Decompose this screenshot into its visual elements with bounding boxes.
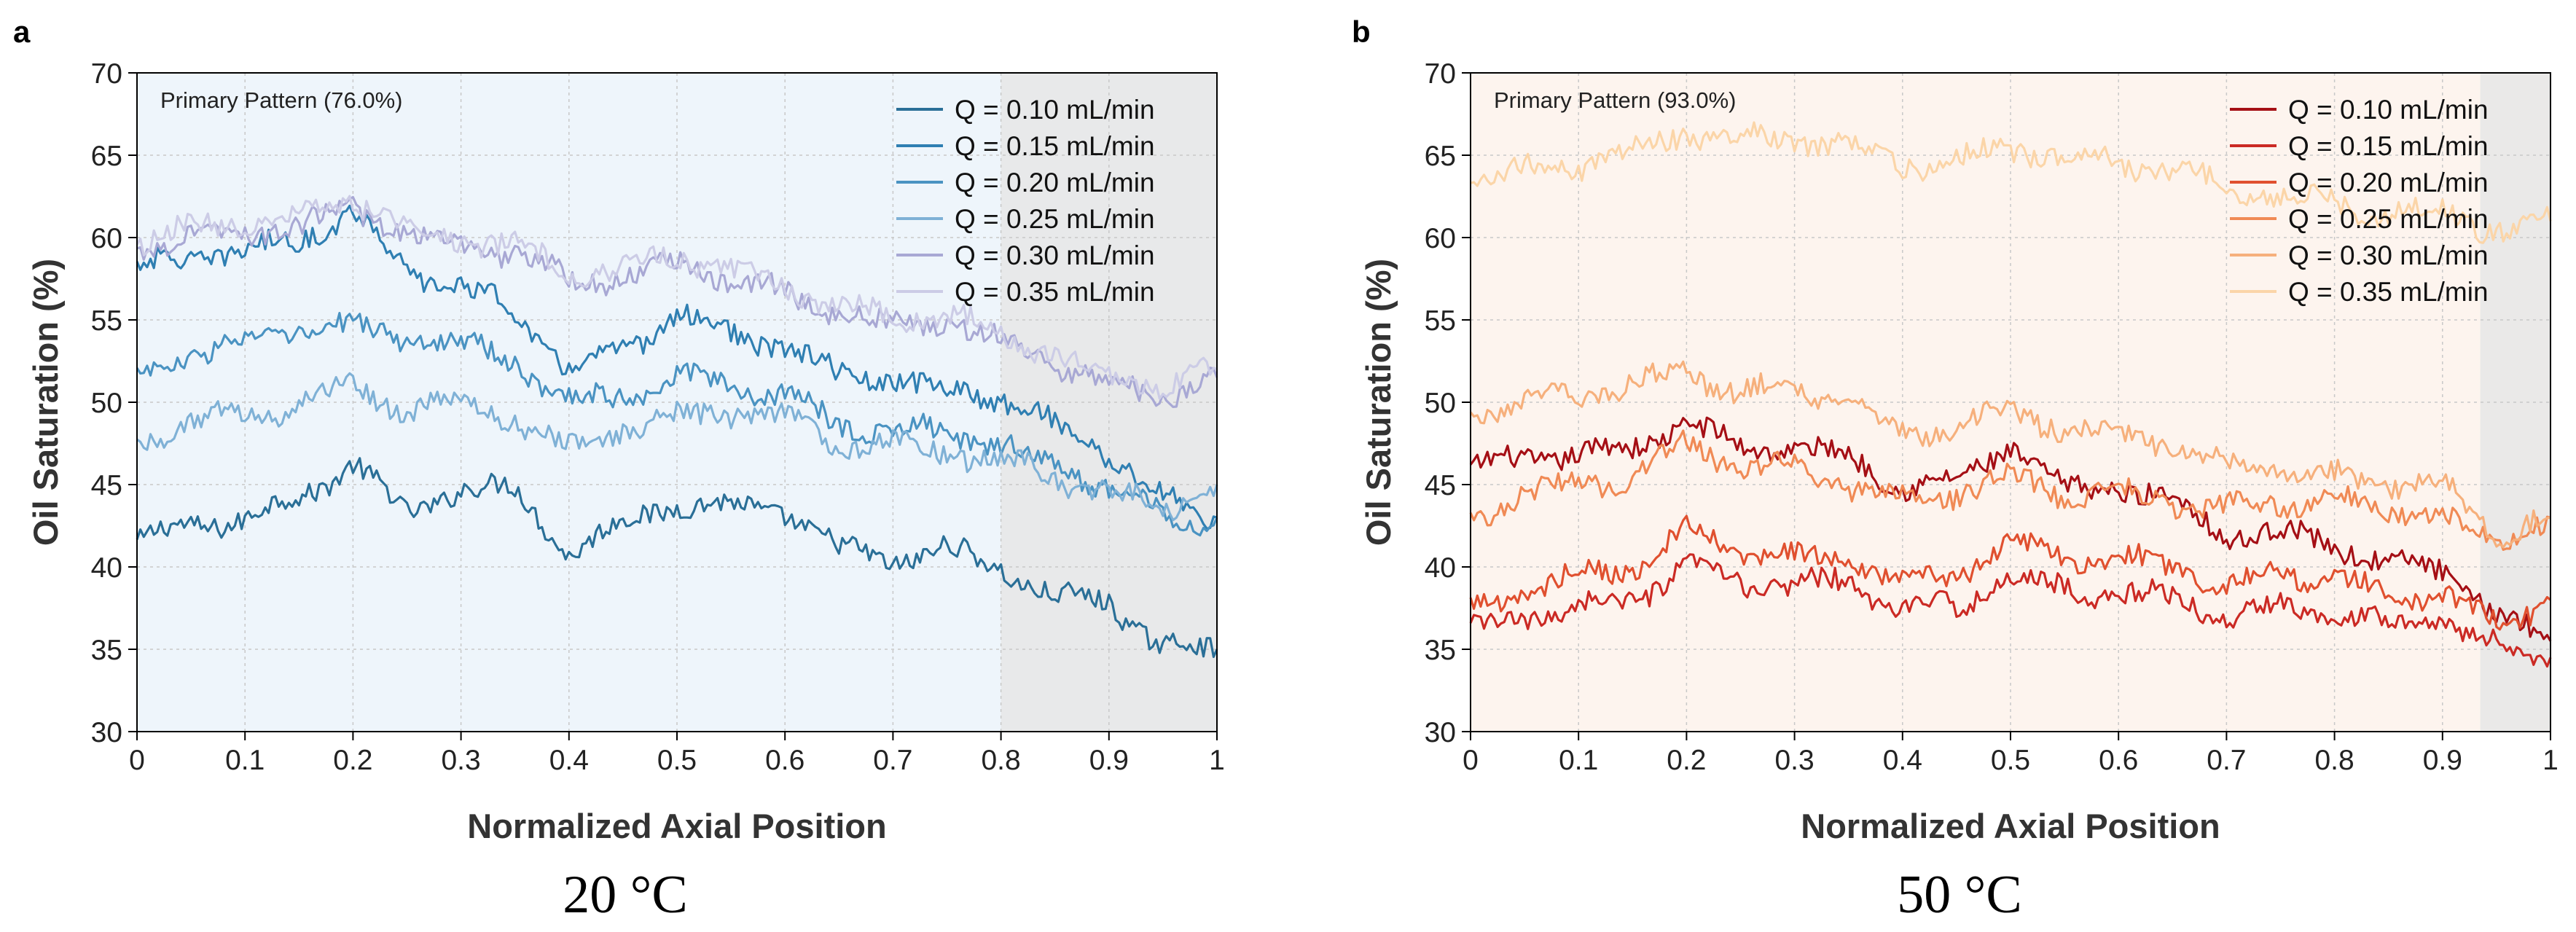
y-axis-label: Oil Saturation (%) — [26, 259, 65, 546]
x-tick-label: 0.3 — [441, 745, 480, 776]
legend-entry: Q = 0.20 mL/min — [955, 168, 1155, 197]
x-tick-label: 0 — [129, 745, 145, 776]
legend: Q = 0.10 mL/min Q = 0.15 mL/min Q = 0.20 m… — [896, 95, 1155, 307]
legend-entry: Q = 0.15 mL/min — [2288, 131, 2489, 161]
x-tick-label: 1 — [2542, 745, 2559, 776]
x-axis-label: Normalized Axial Position — [467, 807, 886, 845]
x-tick-label: 0.2 — [1667, 745, 1706, 776]
y-tick-label: 45 — [1425, 470, 1456, 501]
legend-entry: Q = 0.30 mL/min — [955, 240, 1155, 270]
legend-entry: Q = 0.10 mL/min — [2288, 95, 2489, 125]
series-line — [1469, 360, 2551, 549]
y-tick-label: 40 — [1425, 552, 1456, 584]
x-tick-label: 0.1 — [225, 745, 265, 776]
y-tick-label: 55 — [91, 305, 122, 337]
series-line — [1469, 429, 2551, 552]
x-tick-label: 0.9 — [2423, 745, 2462, 776]
legend: Q = 0.10 mL/min Q = 0.15 mL/min Q = 0.20 m… — [2230, 95, 2489, 307]
x-tick-label: 0.7 — [873, 745, 912, 776]
y-tick-label: 35 — [91, 635, 122, 666]
y-tick-label: 60 — [1425, 223, 1456, 254]
x-tick-label: 0.6 — [2099, 745, 2138, 776]
y-tick-label: 30 — [1425, 717, 1456, 748]
y-tick-label: 65 — [1425, 141, 1456, 172]
legend-entry: Q = 0.25 mL/min — [2288, 204, 2489, 234]
y-tick-label: 50 — [1425, 388, 1456, 419]
legend-entry: Q = 0.25 mL/min — [955, 204, 1155, 234]
axis-ticks: 0 0.1 0.2 0.3 0.4 0.5 0.6 0.7 0.8 0.9 1 30 35 40 45 50 5… — [91, 58, 1225, 776]
series-lines — [1469, 121, 2552, 668]
panel-label: b — [1352, 15, 1371, 49]
legend-entry: Q = 0.35 mL/min — [955, 277, 1155, 307]
y-tick-label: 70 — [91, 58, 122, 90]
series-line — [136, 195, 1218, 400]
legend-entry: Q = 0.35 mL/min — [2288, 277, 2489, 307]
x-tick-label: 0.4 — [549, 745, 589, 776]
panel-b: b 0 0.1 0.2 0.3 0.4 0.5 0.6 0.7 0.8 0.9 1 30 35 40 45 5… — [1352, 15, 2559, 925]
pattern-annotation: Primary Pattern (93.0%) — [1494, 87, 1737, 113]
x-tick-label: 0.7 — [2207, 745, 2246, 776]
x-tick-label: 0.3 — [1774, 745, 1814, 776]
legend-entry: Q = 0.30 mL/min — [2288, 240, 2489, 270]
x-tick-label: 0.8 — [2314, 745, 2354, 776]
panel-label: a — [13, 15, 31, 49]
x-tick-label: 0.9 — [1089, 745, 1129, 776]
x-tick-label: 0.2 — [333, 745, 372, 776]
legend-entry: Q = 0.20 mL/min — [2288, 168, 2489, 197]
x-tick-label: 0.1 — [1559, 745, 1598, 776]
pattern-annotation: Primary Pattern (76.0%) — [160, 87, 403, 113]
y-tick-label: 35 — [1425, 635, 1456, 666]
x-tick-label: 1 — [1209, 745, 1225, 776]
y-tick-label: 60 — [91, 223, 122, 254]
series-line — [136, 312, 1218, 537]
series-line — [1469, 553, 2552, 668]
series-line — [136, 457, 1218, 659]
y-tick-label: 45 — [91, 470, 122, 501]
y-tick-label: 30 — [91, 717, 122, 748]
x-tick-label: 0 — [1463, 745, 1479, 776]
y-tick-label: 55 — [1425, 305, 1456, 337]
legend-entry: Q = 0.10 mL/min — [955, 95, 1155, 125]
grid — [1471, 73, 2550, 732]
y-tick-label: 65 — [91, 141, 122, 172]
series-line — [136, 204, 1218, 530]
x-tick-label: 0.8 — [981, 745, 1020, 776]
panel-a: a 0 0.1 0.2 0.3 0.4 0.5 0.6 0.7 0.8 0.9 1 30 35 40 45 5… — [13, 15, 1225, 925]
series-line — [1470, 121, 2552, 244]
axis-ticks: 0 0.1 0.2 0.3 0.4 0.5 0.6 0.7 0.8 0.9 1 30 35 40 45 50 5… — [1425, 58, 2559, 776]
y-tick-label: 50 — [91, 388, 122, 419]
y-axis-label: Oil Saturation (%) — [1359, 259, 1398, 546]
legend-entry: Q = 0.15 mL/min — [955, 131, 1155, 161]
series-line — [1469, 416, 2552, 642]
panel-caption: 50 °C — [1897, 865, 2021, 925]
y-tick-label: 70 — [1425, 58, 1456, 90]
x-axis-label: Normalized Axial Position — [1801, 807, 2220, 845]
series-line — [1469, 514, 2552, 631]
panel-caption: 20 °C — [563, 865, 687, 925]
x-tick-label: 0.5 — [657, 745, 697, 776]
x-tick-label: 0.6 — [765, 745, 804, 776]
series-line — [136, 372, 1218, 522]
x-tick-label: 0.4 — [1883, 745, 1922, 776]
series-lines — [136, 195, 1218, 659]
x-tick-label: 0.5 — [1991, 745, 2030, 776]
y-tick-label: 40 — [91, 552, 122, 584]
